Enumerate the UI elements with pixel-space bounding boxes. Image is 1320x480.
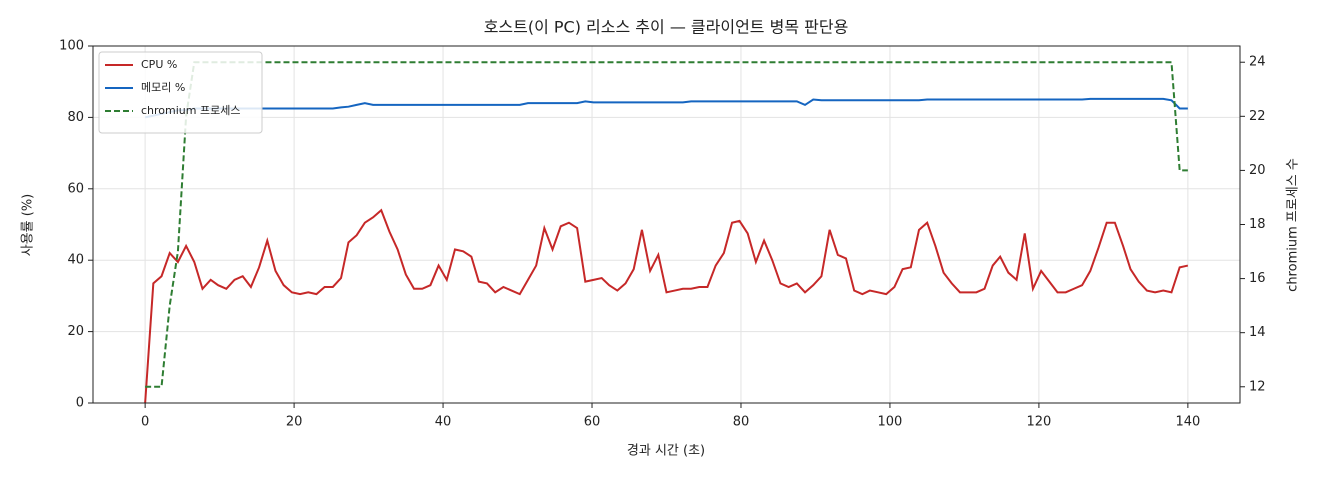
legend-label: 메모리 % — [141, 81, 185, 94]
y-tick-label: 20 — [67, 324, 84, 339]
y-tick-label: 40 — [67, 253, 84, 268]
x-tick-label: 100 — [878, 415, 903, 430]
legend: CPU % 메모리 % chromium 프로세스 — [98, 51, 263, 134]
y-tick-label: 100 — [59, 39, 84, 54]
y2-tick-label: 12 — [1249, 379, 1266, 394]
y-tick-label: 60 — [67, 181, 84, 196]
legend-box — [98, 51, 263, 134]
y2-tick-label: 24 — [1249, 55, 1266, 70]
chart-title: 호스트(이 PC) 리소스 추이 — 클라이언트 병목 판단용 — [484, 18, 849, 37]
y2-tick-label: 16 — [1249, 271, 1266, 286]
y2-axis-label: chromium 프로세스 수 — [1286, 158, 1301, 292]
y2-tick-label: 18 — [1249, 217, 1266, 232]
data-line — [144, 97, 1188, 119]
x-tick-label: 0 — [141, 415, 149, 430]
legend-label: CPU % — [141, 58, 177, 71]
x-tick-label: 140 — [1175, 415, 1200, 430]
plot-frame — [92, 45, 1241, 404]
x-axis-label: 경과 시간 (초) — [627, 444, 705, 459]
y2-tick-label: 20 — [1249, 163, 1266, 178]
y-tick-label: 0 — [76, 396, 84, 411]
x-tick-label: 120 — [1026, 415, 1051, 430]
data-line — [145, 61, 1188, 388]
y2-tick-label: 14 — [1249, 325, 1266, 340]
x-tick-label: 60 — [584, 415, 601, 430]
y2-tick-label: 22 — [1249, 109, 1266, 124]
y-tick-label: 80 — [67, 110, 84, 125]
legend-label: chromium 프로세스 — [141, 104, 240, 117]
data-line — [144, 208, 1189, 404]
x-tick-label: 40 — [435, 415, 452, 430]
x-tick-label: 20 — [286, 415, 303, 430]
y-axis-label: 사용률 (%) — [21, 194, 36, 257]
x-tick-label: 80 — [733, 415, 750, 430]
